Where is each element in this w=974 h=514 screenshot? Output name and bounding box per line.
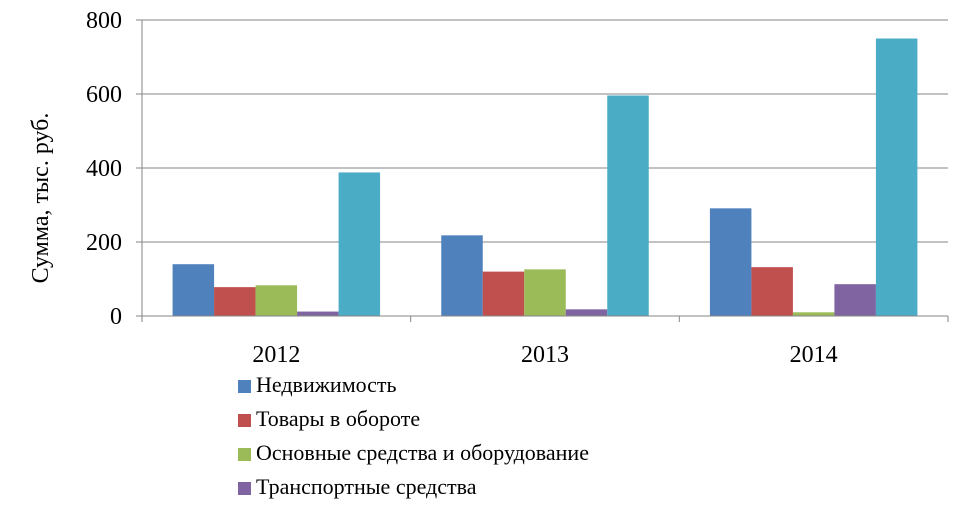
axes	[136, 19, 949, 322]
legend-swatch	[238, 448, 251, 461]
legend-label: Транспортные средства	[256, 474, 477, 499]
bar-series-2-2012	[214, 287, 256, 316]
bar-series-1-2013	[441, 235, 483, 316]
y-tick-label: 800	[86, 8, 122, 34]
bar-series-1-2012	[172, 264, 215, 316]
legend-item-4: Транспортные средства	[238, 474, 477, 499]
y-tick-label: 400	[86, 156, 122, 182]
bar-series-3-2013	[524, 269, 566, 316]
legend-item-3: Основные средства и оборудование	[238, 440, 589, 465]
bar-series-2-2014	[751, 267, 793, 316]
bar-series-4-2013	[565, 309, 608, 316]
legend-item-1: Недвижимость	[238, 372, 397, 397]
bar-series-3-2012	[255, 285, 298, 316]
legend: Недвижимость Товары в обороте Основные сре…	[238, 372, 589, 499]
legend-swatch	[238, 380, 251, 393]
x-category-label: 2012	[252, 342, 300, 368]
y-tick-label: 600	[86, 82, 122, 108]
legend-swatch	[238, 414, 251, 427]
bar-series-4-2014	[834, 284, 876, 316]
legend-item-2: Товары в обороте	[238, 406, 420, 431]
bar-series-2-2013	[482, 271, 525, 316]
legend-label: Основные средства и оборудование	[256, 440, 589, 465]
legend-label: Товары в обороте	[256, 406, 420, 431]
x-category-label: 2014	[790, 342, 838, 368]
bar-series-3-2014	[792, 312, 835, 316]
legend-swatch	[238, 482, 251, 495]
bar-series-4-2012	[297, 311, 339, 316]
bars	[172, 38, 918, 316]
bar-series-5-2012	[338, 172, 381, 316]
y-axis-title: Сумма, тыс. руб.	[28, 113, 54, 284]
x-category-label: 2013	[521, 342, 569, 368]
legend-label: Недвижимость	[256, 372, 397, 397]
bar-series-1-2014	[709, 208, 752, 316]
bar-series-5-2013	[607, 95, 649, 316]
x-category-labels: 2012 2013 2014	[252, 342, 837, 368]
bar-series-5-2014	[875, 38, 918, 316]
gridlines	[142, 19, 948, 243]
y-tick-labels: 0 200 400 600 800	[86, 8, 122, 330]
y-tick-label: 200	[86, 230, 122, 256]
y-tick-label: 0	[110, 304, 122, 330]
